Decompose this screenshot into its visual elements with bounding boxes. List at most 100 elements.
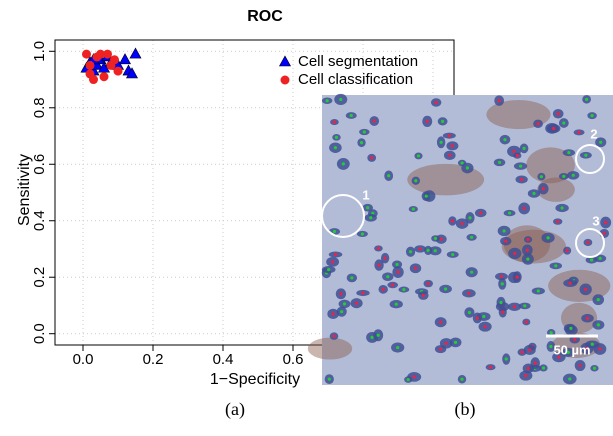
region-circle [321, 194, 365, 238]
nucleus-dot [515, 275, 519, 279]
data-point [113, 66, 123, 76]
data-point [106, 60, 116, 70]
nucleus-dot [533, 361, 537, 365]
nucleus-dot [350, 276, 354, 280]
panel-label: (b) [455, 399, 476, 420]
nucleus-dot [522, 146, 526, 150]
y-tick-label: 0.0 [31, 323, 48, 344]
nucleus-dot [327, 268, 331, 272]
nucleus-dot [556, 219, 560, 224]
nucleus-dot [568, 281, 572, 285]
nucleus-dot [402, 287, 406, 292]
x-tick-label: 0.0 [73, 351, 94, 368]
nucleus-dot [441, 119, 445, 124]
nucleus-dot [369, 216, 373, 220]
data-point [129, 47, 142, 59]
nucleus-dot [433, 236, 438, 241]
nucleus-dot [342, 302, 347, 306]
nucleus-dot [501, 310, 505, 314]
x-tick-label: 0.2 [143, 351, 164, 368]
nucleus-dot [370, 156, 374, 160]
nucleus-dot [332, 229, 337, 234]
stain-patch [548, 269, 611, 302]
nucleus-dot [546, 236, 550, 240]
nucleus-dot [332, 120, 337, 124]
nucleus-dot [536, 122, 540, 126]
nucleus-dot [376, 246, 381, 251]
nucleus-dot [339, 97, 343, 102]
nucleus-dot [497, 160, 502, 165]
nucleus-dot [372, 119, 376, 123]
nucleus-dot [585, 346, 589, 351]
nucleus-dot [439, 140, 443, 144]
nucleus-dot [571, 173, 575, 177]
nucleus-dot [394, 302, 398, 306]
nucleus-dot [565, 249, 569, 253]
y-tick-label: 0.8 [31, 97, 48, 118]
nucleus-dot [325, 99, 329, 103]
region-circle [575, 228, 605, 258]
nucleus-dot [460, 161, 464, 165]
nucleus-dot [408, 250, 413, 254]
nucleus-dot [406, 377, 410, 382]
nucleus-dot [450, 144, 455, 148]
nucleus-dot [590, 342, 594, 346]
nucleus-dot [451, 252, 455, 257]
nucleus-dot [412, 375, 416, 379]
y-axis-label: Sensitivity [16, 154, 33, 226]
legend-marker [278, 55, 292, 67]
nucleus-dot [513, 251, 517, 256]
nucleus-dot [439, 237, 443, 241]
nucleus-dot [386, 275, 390, 279]
nucleus-dot [334, 135, 339, 139]
nucleus-dot [552, 126, 556, 131]
nucleus-dot [340, 310, 344, 314]
nucleus-dot [444, 341, 448, 345]
nucleus-dot [331, 312, 335, 316]
nucleus-dot [470, 235, 474, 239]
nucleus-dot [361, 291, 365, 295]
nucleus-dot [503, 138, 507, 142]
nucleus-dot [341, 162, 345, 166]
region-label: 1 [362, 187, 369, 202]
nucleus-dot [425, 119, 429, 123]
nucleus-dot [524, 320, 528, 324]
x-axis-label: 1−Specificity [210, 371, 300, 388]
nucleus-dot [500, 282, 504, 286]
nucleus-dot [504, 239, 508, 243]
y-tick-label: 1.0 [31, 41, 48, 62]
nucleus-dot [331, 260, 335, 264]
nucleus-dot [596, 323, 600, 327]
nucleus-dot [577, 130, 581, 134]
nucleus-dot [333, 146, 337, 150]
nucleus-dot [525, 248, 529, 252]
nucleus-dot [362, 130, 366, 134]
nucleus-dot [396, 345, 400, 350]
nucleus-dot [518, 164, 523, 168]
nucleus-dot [556, 112, 560, 116]
nucleus-dot [584, 153, 588, 157]
stain-patch [537, 177, 575, 202]
stain-patch [501, 229, 566, 264]
legend-label: Cell classification [298, 71, 413, 88]
legend-label: Cell segmentation [298, 53, 418, 70]
nucleus-dot [377, 263, 381, 267]
nucleus-dot [523, 304, 527, 308]
nucleus-dot [381, 287, 385, 291]
region-circle [575, 144, 605, 174]
nucleus-dot [536, 289, 540, 293]
nucleus-dot [424, 194, 428, 198]
nucleus-dot [483, 325, 487, 329]
nucleus-dot [604, 220, 608, 225]
nucleus-dot [467, 310, 472, 315]
micrograph: 1 2 3 50 µm [307, 93, 613, 385]
nucleus-dot [497, 99, 501, 103]
x-tick-label: 0.6 [283, 351, 304, 368]
nucleus-dot [590, 114, 594, 118]
nucleus-dot [443, 287, 448, 291]
data-point [125, 67, 139, 79]
nucleus-dot [499, 300, 503, 305]
nucleus-dot [475, 316, 479, 320]
nucleus-dot [596, 298, 600, 302]
nucleus-dot [554, 264, 558, 268]
